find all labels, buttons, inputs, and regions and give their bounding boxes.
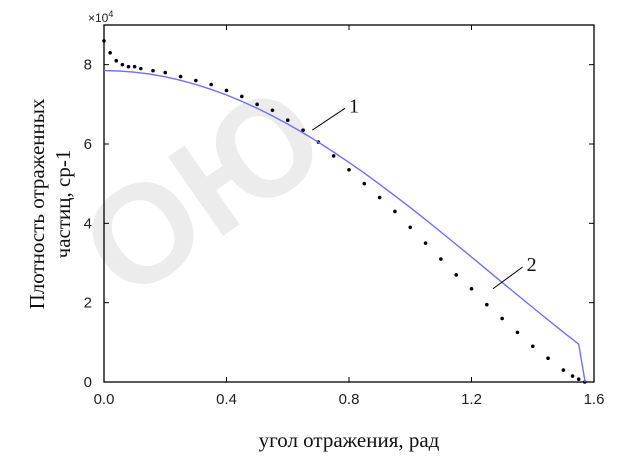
- x-tick-labels: 0.0 0.4 0.8 1.2 1.6: [94, 391, 605, 408]
- data-point: [301, 128, 305, 132]
- data-point: [561, 368, 566, 372]
- x-axis-title: угол отражения, рад: [259, 428, 440, 452]
- data-point: [408, 225, 413, 230]
- model-curve: [103, 69, 586, 383]
- data-point: [102, 39, 106, 43]
- y-tick-label: 8: [84, 57, 92, 74]
- data-point: [500, 316, 504, 321]
- y-tick-labels: 0 2 4 6 8: [84, 57, 92, 391]
- data-point: [108, 50, 112, 55]
- annotation-label: 2: [527, 254, 537, 276]
- x-tick-label: 0.4: [216, 391, 237, 408]
- data-point: [576, 377, 581, 382]
- y-tick-label: 0: [84, 374, 92, 391]
- annotation-leader: [492, 266, 523, 290]
- data-point: [515, 330, 520, 335]
- data-point: [151, 68, 155, 73]
- x-tick-label: 1.2: [461, 391, 482, 408]
- data-point: [331, 154, 336, 158]
- data-point: [469, 286, 474, 291]
- scatter-series: [102, 39, 587, 384]
- data-point: [377, 195, 382, 200]
- data-point: [138, 66, 143, 71]
- axis-ticks: [103, 25, 595, 383]
- x-tick-label: 0.0: [94, 391, 115, 408]
- watermark: ОЮ: [53, 54, 351, 328]
- data-point: [194, 78, 198, 83]
- curve-annotations: 12: [311, 95, 537, 290]
- y-axis-title-line2: частиц, ср-1: [51, 150, 75, 259]
- data-point: [485, 302, 489, 307]
- annotation-leader: [311, 107, 346, 131]
- data-point: [362, 181, 367, 186]
- data-point: [270, 108, 275, 113]
- x-tick-label: 0.8: [339, 391, 360, 408]
- y-tick-label: 2: [84, 295, 92, 312]
- data-point: [114, 58, 119, 63]
- data-point: [570, 374, 575, 378]
- data-point: [423, 241, 428, 245]
- data-point: [546, 356, 550, 361]
- data-point: [255, 102, 259, 107]
- data-point: [178, 74, 183, 79]
- y-axis-title: Плотность отраженных частиц, ср-1: [25, 98, 75, 309]
- data-point: [224, 88, 229, 93]
- data-point: [163, 70, 168, 75]
- data-point: [347, 167, 351, 172]
- data-point: [285, 118, 290, 122]
- y-axis-multiplier: ×104: [88, 9, 113, 25]
- data-point: [132, 64, 137, 69]
- x-tick-label: 1.6: [584, 391, 605, 408]
- y-tick-label: 4: [84, 215, 92, 232]
- y-tick-label: 6: [84, 136, 92, 153]
- data-point: [126, 64, 131, 69]
- data-point: [209, 82, 213, 87]
- data-point: [120, 62, 125, 67]
- annotation-label: 1: [349, 95, 359, 117]
- y-axis-title-line1: Плотность отраженных: [25, 98, 49, 309]
- data-point: [393, 209, 397, 214]
- data-point: [530, 344, 535, 349]
- data-point: [439, 257, 443, 261]
- data-point: [240, 94, 244, 99]
- data-point: [454, 273, 458, 277]
